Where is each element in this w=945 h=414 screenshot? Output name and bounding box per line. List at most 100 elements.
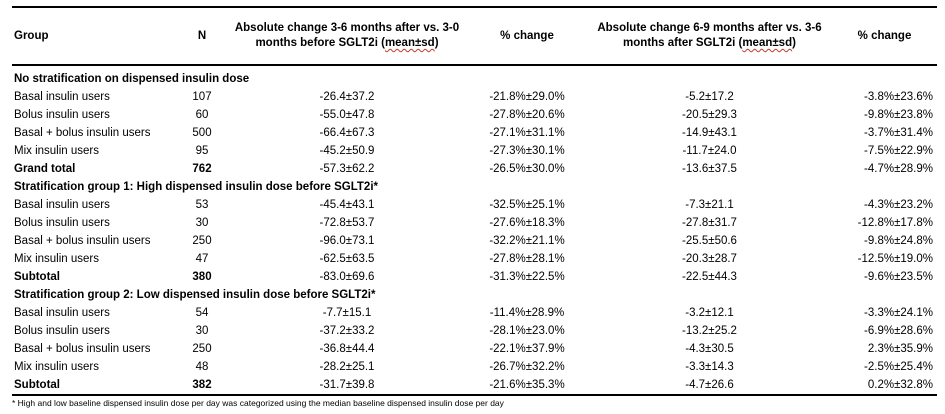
cell-pct-change-1: -21.6%±35.3% [467,376,587,396]
cell-abs-change-6-9: -4.7±26.6 [587,376,832,396]
table-row: Mix insulin users 47 -62.5±63.5 -27.8%±28.1… [12,250,937,268]
cell-pct-change-1: -26.5%±30.0% [489,163,565,175]
cell-group: Mix insulin users [14,253,99,265]
cell-pct-change-1: -32.5%±25.1% [489,199,565,211]
cell-abs-change-6-9: -20.3±28.7 [682,253,737,265]
cell-abs-change-6-9: -20.5±29.3 [682,109,737,121]
cell-n: 382 [177,376,227,396]
cell-n: 95 [195,145,209,157]
header-abs-change-3-6: Absolute change 3-6 months after vs. 3-0… [227,6,467,66]
cell-n: 53 [195,199,209,211]
cell-pct-change-2: -4.7%±28.9% [864,163,933,175]
cell-n: 30 [195,325,209,337]
cell-abs-change-6-9: -22.5±44.3 [682,271,737,283]
header-pct-change-1: % change [467,6,587,66]
cell-abs-change-3-6: -83.0±69.6 [319,271,375,283]
mean-sd-label: mean±sd [742,37,793,49]
cell-abs-change-3-6: -72.8±53.7 [319,217,375,229]
cell-pct-change-2: -6.9%±28.6% [864,325,933,337]
cell-pct-change-1: -22.1%±37.9% [489,343,565,355]
cell-abs-change-6-9: -14.9±43.1 [682,127,737,139]
cell-abs-change-3-6: -7.7±15.1 [322,307,372,319]
cell-n: 250 [192,235,212,247]
cell-group: Basal insulin users [14,91,110,103]
section-title: No stratification on dispensed insulin d… [14,73,250,85]
cell-abs-change-3-6: -45.4±43.1 [319,199,375,211]
cell-pct-change-1: -27.8%±28.1% [489,253,565,265]
cell-abs-change-6-9: -25.5±50.6 [682,235,737,247]
cell-abs-change-3-6: -55.0±47.8 [319,109,375,121]
table-row: Basal + bolus insulin users 250 -96.0±73.1… [12,232,937,250]
cell-n: 250 [192,343,212,355]
cell-n: 47 [195,253,209,265]
total-row: Grand total 762 -57.3±62.2 -26.5%±30.0% -13.… [12,160,937,178]
cell-pct-change-2: -9.6%±23.5% [864,271,933,283]
header-abs-change-6-9: Absolute change 6-9 months after vs. 3-6… [587,6,832,66]
cell-group: Subtotal [14,271,60,283]
table-row: Basal insulin users 107 -26.4±37.2 -21.8%±2… [12,88,937,106]
table-row: Mix insulin users 48 -28.2±25.1 -26.7%±32.2… [12,358,937,376]
cell-pct-change-1: -32.2%±21.1% [489,235,565,247]
header-group: Group [12,6,177,66]
table-row: Basal + bolus insulin users 250 -36.8±44.4… [12,340,937,358]
header-pct-change-2: % change [832,6,937,66]
section-heading-row: Stratification group 1: High dispensed i… [12,178,937,196]
results-table: Group N Absolute change 3-6 months after… [12,6,937,396]
cell-pct-change-1: -27.6%±18.3% [489,217,565,229]
cell-pct-change-2: 2.3%±35.9% [867,343,933,355]
cell-pct-change-1: -27.3%±30.1% [489,145,565,157]
cell-group: Mix insulin users [14,361,99,373]
table-row: Bolus insulin users 60 -55.0±47.8 -27.8%±20… [12,106,937,124]
section-title: Stratification group 2: Low dispensed in… [14,289,376,301]
cell-abs-change-3-6: -26.4±37.2 [319,91,375,103]
cell-n: 48 [195,361,209,373]
cell-group: Bolus insulin users [14,109,110,121]
cell-pct-change-1: -27.1%±31.1% [489,127,565,139]
total-row: Subtotal 382 -31.7±39.8 -21.6%±35.3% -4.7±26… [12,376,937,396]
cell-pct-change-2: -3.8%±23.6% [864,91,933,103]
cell-pct-change-1: -28.1%±23.0% [489,325,565,337]
cell-abs-change-6-9: -13.2±25.2 [682,325,737,337]
table-row: Basal insulin users 54 -7.7±15.1 -11.4%±28.… [12,304,937,322]
cell-group: Basal + bolus insulin users [14,343,151,355]
cell-pct-change-2: -9.8%±23.8% [864,109,933,121]
table-row: Mix insulin users 95 -45.2±50.9 -27.3%±30.1… [12,142,937,160]
cell-group: Basal insulin users [14,199,110,211]
table-row: Basal + bolus insulin users 500 -66.4±67.3… [12,124,937,142]
cell-pct-change-1: -21.8%±29.0% [489,91,565,103]
mean-sd-label: mean±sd [384,37,435,49]
cell-pct-change-1: -27.8%±20.6% [489,109,565,121]
footnote: * High and low baseline dispensed insuli… [12,398,504,408]
cell-pct-change-2: -12.8%±17.8% [857,217,933,229]
cell-n: 762 [192,163,212,175]
cell-abs-change-3-6: -96.0±73.1 [319,235,375,247]
cell-group: Bolus insulin users [14,325,110,337]
table-row: Basal insulin users 53 -45.4±43.1 -32.5%±25… [12,196,937,214]
cell-pct-change-2: -4.3%±23.2% [864,199,933,211]
cell-abs-change-3-6: -57.3±62.2 [319,163,375,175]
cell-pct-change-1: -26.7%±32.2% [489,361,565,373]
cell-abs-change-6-9: -3.3±14.3 [685,361,734,373]
cell-abs-change-3-6: -62.5±63.5 [319,253,375,265]
table-page: Group N Absolute change 3-6 months after… [12,6,937,408]
cell-abs-change-6-9: -3.2±12.1 [685,307,734,319]
cell-abs-change-3-6: -37.2±33.2 [319,325,375,337]
table-header: Group N Absolute change 3-6 months after… [12,6,937,66]
cell-n: 107 [192,91,212,103]
header-n: N [177,6,227,66]
cell-pct-change-2: -12.5%±19.0% [857,253,933,265]
cell-abs-change-6-9: -13.6±37.5 [682,163,737,175]
cell-abs-change-3-6: -31.7±39.8 [227,376,467,396]
cell-pct-change-2: -7.5%±22.9% [864,145,933,157]
cell-group: Subtotal [12,376,177,396]
cell-pct-change-2: -3.3%±24.1% [864,307,933,319]
table-row: Bolus insulin users 30 -37.2±33.2 -28.1%±23… [12,322,937,340]
cell-abs-change-6-9: -7.3±21.1 [685,199,734,211]
cell-abs-change-3-6: -36.8±44.4 [319,343,375,355]
cell-n: 30 [195,217,209,229]
total-row: Subtotal 380 -83.0±69.6 -31.3%±22.5% -22.5±4… [12,268,937,286]
cell-group: Mix insulin users [14,145,99,157]
table-row: Bolus insulin users 30 -72.8±53.7 -27.6%±18… [12,214,937,232]
cell-abs-change-6-9: -27.8±31.7 [682,217,737,229]
cell-group: Basal + bolus insulin users [14,235,151,247]
